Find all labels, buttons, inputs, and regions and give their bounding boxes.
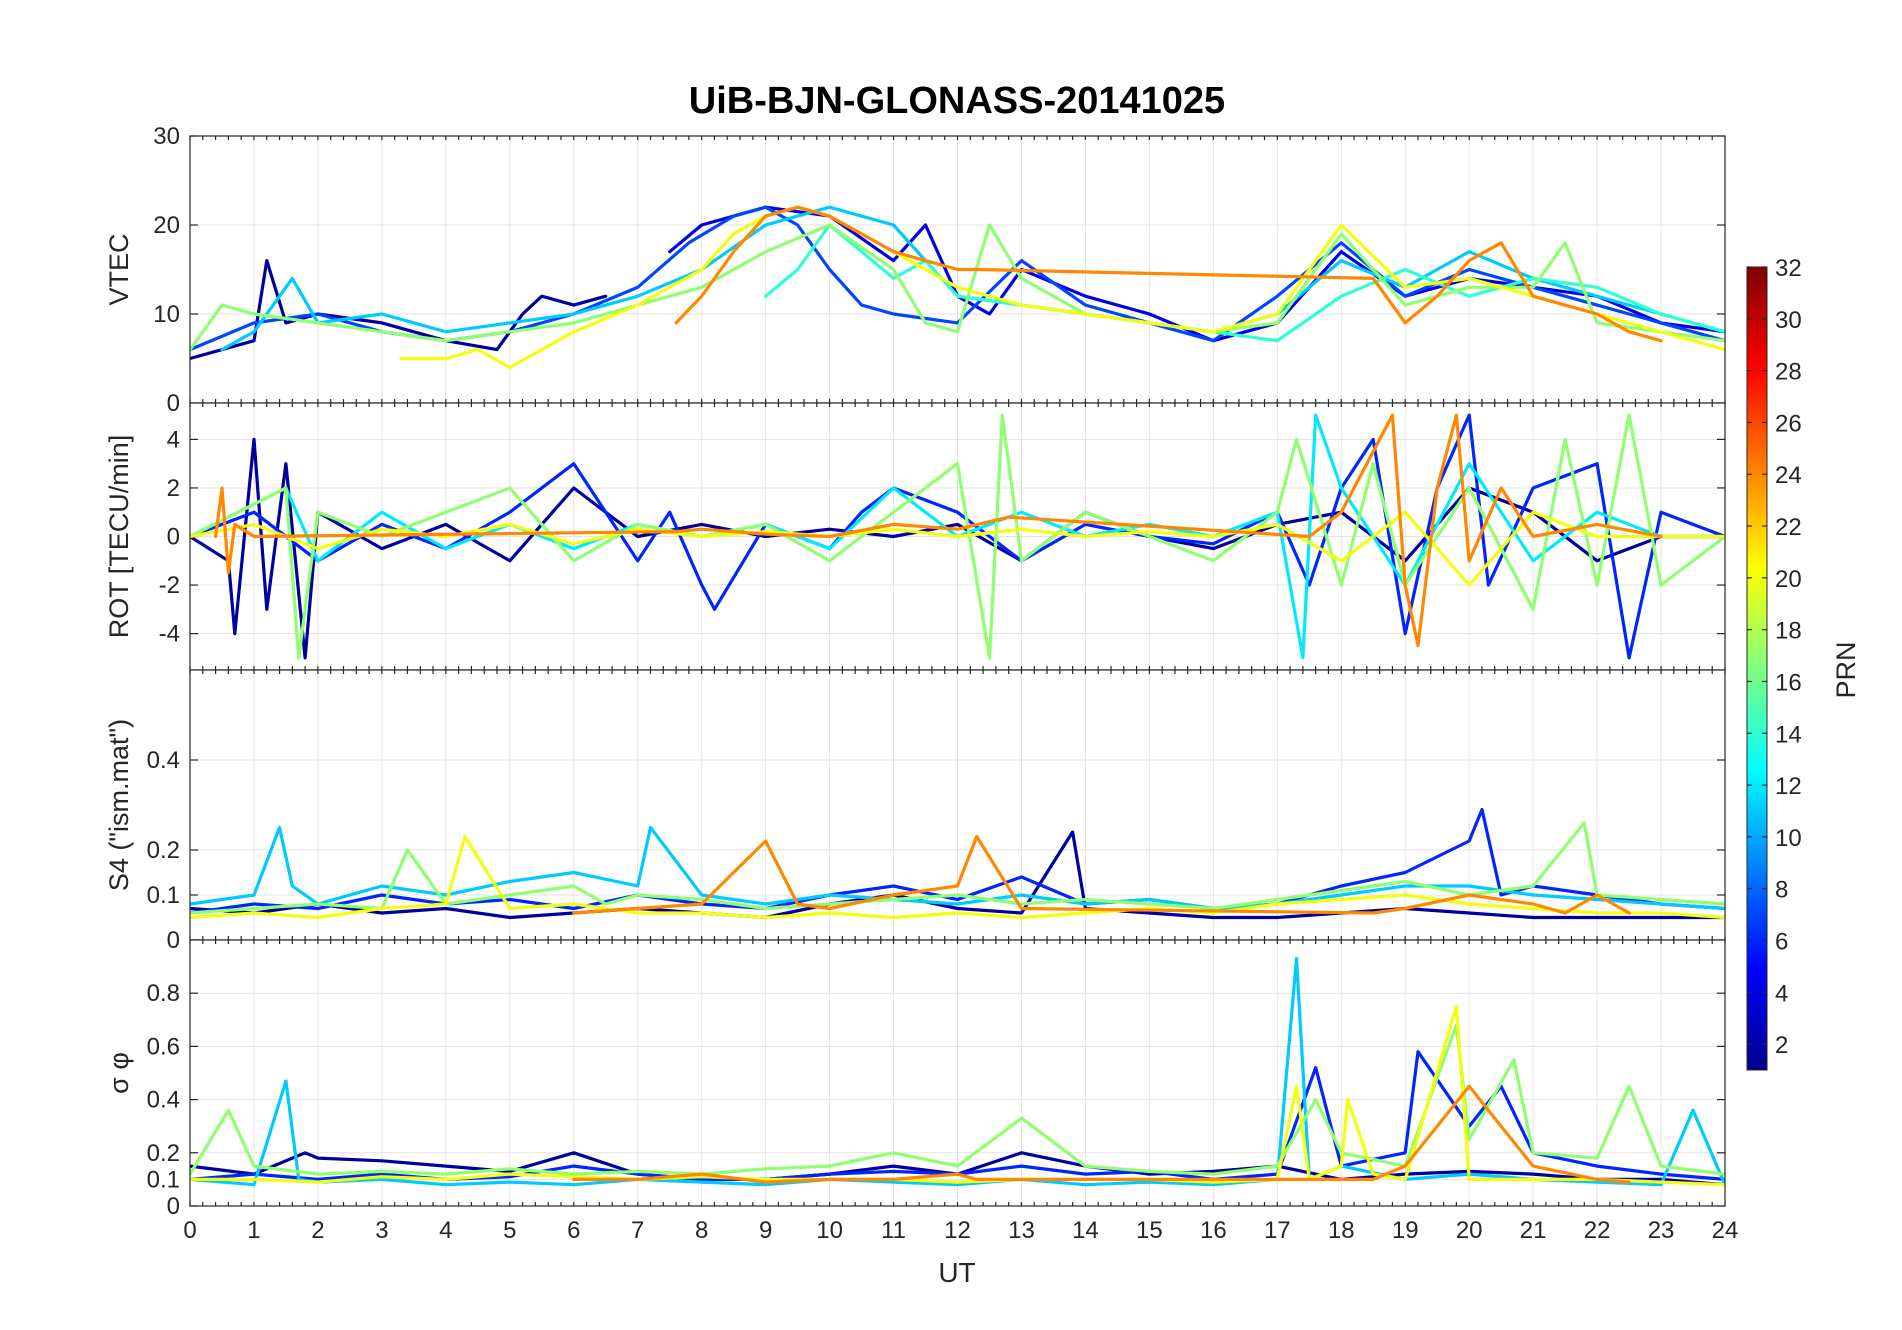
- x-tick-label: 9: [759, 1217, 772, 1244]
- x-tick-label: 16: [1200, 1217, 1227, 1244]
- x-tick-label: 19: [1392, 1217, 1419, 1244]
- y-axis-label: S4 ("ism.mat"): [104, 719, 134, 891]
- series-line-prn-20: [399, 205, 1725, 369]
- series-line-prn-17: [190, 1023, 1725, 1176]
- y-tick-label: 4: [167, 426, 180, 453]
- x-tick-label: 11: [881, 1217, 906, 1244]
- y-tick-label: 30: [153, 123, 180, 150]
- x-tick-label: 18: [1328, 1217, 1355, 1244]
- series-line-prn-17: [190, 821, 1725, 915]
- series-line-prn-20: [190, 834, 1725, 920]
- x-tick-label: 14: [1072, 1217, 1099, 1244]
- y-tick-label: 0.1: [147, 882, 180, 909]
- series-line-prn-24: [214, 413, 1663, 648]
- series-line-prn-11: [190, 825, 1725, 911]
- x-tick-label: 15: [1136, 1217, 1163, 1244]
- colorbar-tick-label: 32: [1775, 255, 1802, 282]
- series-line-prn-2: [190, 830, 1725, 920]
- series-line-prn-24: [674, 205, 1663, 343]
- series-line-prn-17: [190, 413, 1725, 660]
- colorbar-tick-label: 28: [1775, 359, 1802, 386]
- series-line-prn-17: [190, 223, 1725, 352]
- series-line-prn-24: [572, 1084, 1631, 1184]
- panel-sigphi: 00.10.2 0.4 0.6 0.8 σ φ: [104, 939, 1726, 1220]
- colorbar-tick-label: 4: [1775, 980, 1788, 1007]
- colorbar-gradient: [1746, 266, 1768, 1071]
- x-tick-label: 12: [944, 1217, 971, 1244]
- x-tick-label: 23: [1648, 1217, 1675, 1244]
- panel-rot: -4 -2 0 2 4 ROT [TECU/min]: [104, 402, 1726, 671]
- y-axis-label: σ φ: [104, 1052, 134, 1094]
- y-tick-label: 0.4: [147, 1087, 180, 1114]
- y-tick-label: 0: [167, 390, 180, 417]
- y-tick-label: 0.8: [147, 980, 180, 1007]
- panel-vtec: 0 10 20 30 VTEC: [104, 123, 1726, 417]
- colorbar-tick-label: 10: [1775, 825, 1802, 852]
- colorbar-tick-label: 18: [1775, 618, 1802, 645]
- series-line-prn-20: [190, 510, 1725, 587]
- x-tick-label: 17: [1264, 1217, 1291, 1244]
- y-tick-label: 0: [167, 927, 180, 954]
- y-tick-label: 0.6: [147, 1033, 180, 1060]
- y-tick-label: -2: [159, 572, 180, 599]
- y-axis-label: VTEC: [104, 233, 134, 305]
- x-tick-label: 20: [1456, 1217, 1483, 1244]
- chart-title: UiB-BJN-GLONASS-20141025: [689, 80, 1225, 122]
- x-tick-label: 0: [183, 1217, 196, 1244]
- x-tick-label: 2: [311, 1217, 324, 1244]
- y-tick-label: 0: [167, 1193, 180, 1220]
- colorbar-tick-label: 30: [1775, 307, 1802, 334]
- colorbar-tick-label: 2: [1775, 1032, 1788, 1059]
- y-tick-label: 20: [153, 212, 180, 239]
- y-tick-label: 0.4: [147, 747, 180, 774]
- colorbar-tick-label: 6: [1775, 928, 1788, 955]
- y-tick-label: 10: [153, 301, 180, 328]
- series-group: [190, 205, 1725, 369]
- y-tick-label: 2: [167, 475, 180, 502]
- x-tick-label: 4: [439, 1217, 452, 1244]
- x-tick-label: 1: [247, 1217, 260, 1244]
- colorbar-tick-label: 22: [1775, 514, 1802, 541]
- colorbar-tick-label: 12: [1775, 773, 1802, 800]
- x-tick-label: 22: [1584, 1217, 1611, 1244]
- colorbar-label: PRN: [1831, 641, 1861, 698]
- series-group: [190, 413, 1725, 660]
- series-line-prn-2: [190, 1151, 1725, 1187]
- series-line-prn-2: [190, 259, 608, 361]
- y-tick-label: 0.1: [147, 1166, 180, 1193]
- x-tick-label: 21: [1520, 1217, 1547, 1244]
- x-tick-label: 6: [567, 1217, 580, 1244]
- y-tick-label: 0: [167, 524, 180, 551]
- y-tick-label: -4: [159, 621, 180, 648]
- colorbar-tick-label: 14: [1775, 721, 1802, 748]
- y-tick-label: 0.2: [147, 1140, 180, 1167]
- y-tick-label: 0.2: [147, 837, 180, 864]
- panel-frame: [189, 939, 1726, 1207]
- colorbar-tick-label: 16: [1775, 669, 1802, 696]
- x-axis-label: UT: [938, 1257, 975, 1288]
- series-line-prn-12: [190, 413, 1725, 660]
- x-tick-label: 5: [503, 1217, 516, 1244]
- colorbar-tick-label: 20: [1775, 566, 1802, 593]
- series-group: [190, 807, 1725, 920]
- x-tick-label: 7: [631, 1217, 644, 1244]
- series-group: [190, 956, 1725, 1187]
- series-line-prn-24: [572, 834, 1631, 915]
- panel-s4: 0 0.1 0.2 0.4 S4 ("ism.mat"): [104, 669, 1726, 954]
- colorbar-tick-label: 26: [1775, 410, 1802, 437]
- colorbar-tick-label: 8: [1775, 877, 1788, 904]
- y-axis-label: ROT [TECU/min]: [104, 435, 134, 639]
- x-tick-label: 13: [1008, 1217, 1035, 1244]
- colorbar-tick-label: 24: [1775, 462, 1802, 489]
- x-tick-label: 24: [1712, 1217, 1739, 1244]
- x-tick-label: 8: [695, 1217, 708, 1244]
- x-tick-label: 3: [375, 1217, 388, 1244]
- x-tick-label: 10: [816, 1217, 843, 1244]
